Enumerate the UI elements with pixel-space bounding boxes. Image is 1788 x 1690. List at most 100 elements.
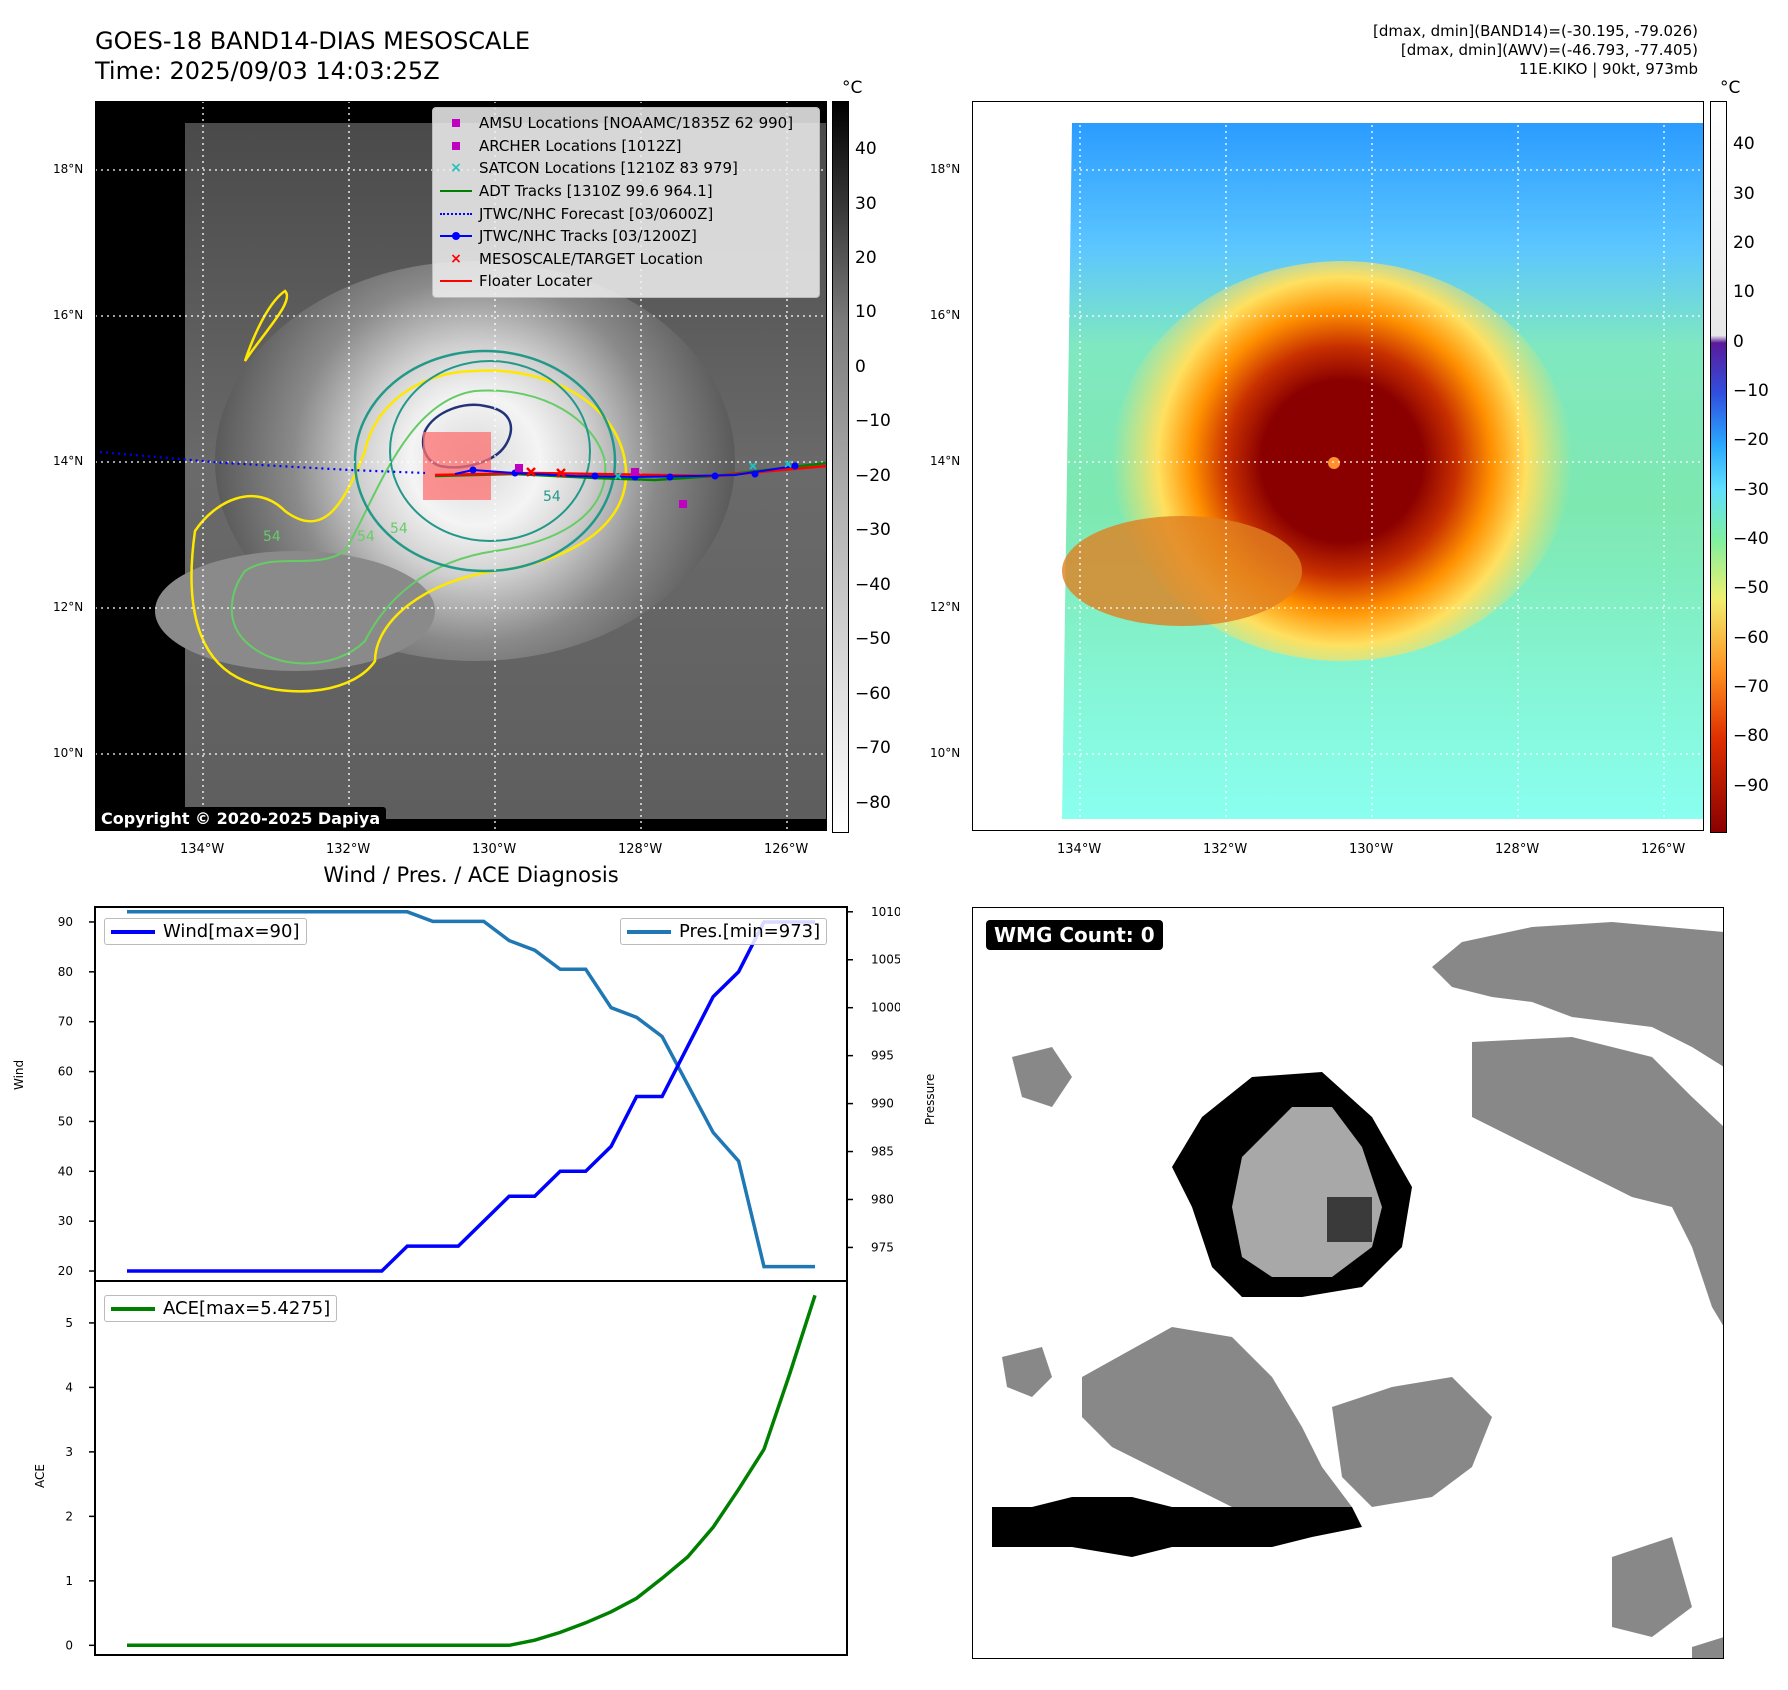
legend-label: ARCHER Locations [1012Z] — [479, 136, 682, 155]
ir-colorbar-tick: −60 — [855, 683, 891, 704]
ir-lat-label-18: 18°N — [53, 162, 84, 176]
map-legend-item: × MESOSCALE/TARGET Location — [433, 248, 819, 271]
awv-lon-label-126: 126°W — [1641, 842, 1686, 857]
awv-colorbar — [1710, 101, 1727, 833]
contour-yellow-outer — [190, 369, 628, 693]
awv-colorbar-tick: −40 — [1733, 528, 1769, 549]
contour-green — [230, 389, 607, 665]
map-legend-item: AMSU Locations [NOAAMC/1835Z 62 990] — [433, 112, 819, 135]
wind-tick-label: 20 — [58, 1264, 73, 1278]
ir-colorbar-tick: 0 — [855, 356, 866, 377]
ir-colorbar — [832, 101, 849, 833]
wind-axis-label: Wind — [12, 1059, 26, 1090]
awv-map-panel — [972, 101, 1704, 831]
awv-lon-label-128: 128°W — [1495, 842, 1540, 857]
awv-colorbar-tick: −80 — [1733, 726, 1769, 747]
ir-colorbar-tick: 40 — [855, 139, 877, 160]
ace-axis-label: ACE — [33, 1464, 47, 1488]
map-legend-item: Floater Locater — [433, 270, 819, 293]
wind-pressure-axes: 90 80 70 60 50 40 30 20 1010 1005 1000 995 990 985 980… — [58, 905, 900, 1282]
ace-tick-label: 3 — [65, 1445, 73, 1459]
title-line-1: GOES-18 BAND14-DIAS MESOSCALE — [95, 27, 531, 55]
wind-series-line — [127, 920, 815, 1273]
awv-colorbar-tick: −10 — [1733, 381, 1769, 401]
info-block: [dmax, dmin](BAND14)=(-30.195, -79.026) … — [1373, 22, 1698, 79]
legend-label: MESOSCALE/TARGET Location — [479, 249, 704, 268]
info-line-3: 11E.KIKO | 90kt, 973mb — [1519, 60, 1698, 78]
awv-lat-label-14: 14°N — [930, 454, 961, 468]
wind-tick-label: 80 — [58, 965, 73, 979]
pressure-tick-label: 980 — [871, 1192, 894, 1206]
ir-colorbar-tick: −70 — [855, 738, 891, 759]
legend-symbol — [433, 212, 479, 215]
legend-label: JTWC/NHC Tracks [03/1200Z] — [479, 227, 697, 246]
wind-tick-label: 60 — [58, 1065, 73, 1079]
ir-lat-label-12: 12°N — [53, 600, 84, 614]
best-track — [454, 465, 796, 479]
pressure-tick-label: 1005 — [871, 953, 900, 967]
ir-colorbar-unit: °C — [842, 78, 863, 98]
ace-tick-label: 4 — [65, 1380, 73, 1394]
legend-symbol — [433, 232, 479, 241]
ace-legend-swatch — [111, 1306, 155, 1311]
wmg-gray-regions — [1002, 922, 1724, 1659]
pressure-tick-label: 1010 — [871, 905, 900, 919]
ir-lat-label-14: 14°N — [53, 454, 84, 468]
awv-colorbar-tick: 20 — [1733, 233, 1755, 254]
ace-axes: 0 1 2 3 4 5 — [65, 1280, 848, 1656]
forecast-track — [99, 450, 426, 475]
ir-lat-label-16: 16°N — [53, 308, 84, 322]
wind-tick-label: 50 — [58, 1114, 73, 1128]
contour-yellow-band — [243, 289, 289, 362]
floater-target-box — [423, 432, 491, 500]
awv-gridlines — [972, 101, 1704, 831]
awv-colorbar-tick: −50 — [1733, 578, 1769, 599]
wmg-count-badge: WMG Count: 0 — [986, 920, 1163, 950]
ir-colorbar-tick: −40 — [855, 574, 891, 595]
awv-colorbar-tick: 40 — [1733, 134, 1755, 155]
ir-colorbar-tick: −10 — [855, 411, 891, 432]
awv-lon-label-134: 134°W — [1057, 842, 1102, 857]
ir-colorbar-tick: 30 — [855, 193, 877, 214]
map-legend-rows: AMSU Locations [NOAAMC/1835Z 62 990] ARCH… — [433, 112, 819, 293]
wmg-dark-core — [1327, 1197, 1372, 1242]
contour-teal — [353, 349, 617, 573]
map-legend-item: JTWC/NHC Tracks [03/1200Z] — [433, 225, 819, 248]
awv-colorbar-tick: −20 — [1733, 430, 1769, 451]
legend-symbol — [433, 119, 479, 128]
map-legend-item: ARCHER Locations [1012Z] — [433, 135, 819, 158]
awv-colorbar-unit: °C — [1720, 78, 1741, 98]
legend-label: JTWC/NHC Forecast [03/0600Z] — [479, 204, 714, 223]
diagnosis-chart: 9080706050403020101010051000995990985980… — [58, 905, 900, 1656]
ir-colorbar-tick: 20 — [855, 247, 877, 268]
wmg-panel — [972, 907, 1724, 1659]
figure-title: GOES-18 BAND14-DIAS MESOSCALE Time: 2025… — [95, 26, 530, 86]
wind-tick-label: 30 — [58, 1214, 73, 1228]
pressure-tick-label: 975 — [871, 1240, 894, 1254]
legend-label: Floater Locater — [479, 272, 593, 291]
contour-label-a: 54 — [390, 521, 408, 537]
legend-symbol — [433, 280, 479, 283]
pressure-tick-label: 1000 — [871, 1001, 900, 1015]
legend-symbol: × — [450, 160, 462, 177]
map-legend: AMSU Locations [NOAAMC/1835Z 62 990] ARCH… — [432, 107, 820, 298]
info-line-2: [dmax, dmin](AWV)=(-46.793, -77.405) — [1400, 41, 1698, 59]
map-legend-item: JTWC/NHC Forecast [03/0600Z] — [433, 202, 819, 225]
ir-lon-label-134: 134°W — [180, 842, 225, 857]
pressure-tick-label: 995 — [871, 1049, 894, 1063]
ir-colorbar-tick: −50 — [855, 629, 891, 650]
map-legend-item: × SATCON Locations [1210Z 83 979] — [433, 157, 819, 180]
legend-symbol — [433, 141, 479, 150]
ace-tick-label: 0 — [65, 1638, 73, 1652]
ir-colorbar-tick: −30 — [855, 520, 891, 541]
awv-lat-label-10: 10°N — [930, 746, 961, 760]
ace-tick-label: 2 — [65, 1509, 73, 1523]
storm-band — [155, 551, 435, 671]
legend-symbol — [433, 190, 479, 193]
awv-band — [1062, 516, 1302, 626]
pressure-tick-label: 990 — [871, 1097, 894, 1111]
awv-colorbar-tick: 0 — [1733, 331, 1744, 352]
legend-label: AMSU Locations [NOAAMC/1835Z 62 990] — [479, 114, 794, 133]
awv-lon-label-132: 132°W — [1203, 842, 1248, 857]
legend-label: SATCON Locations [1210Z 83 979] — [479, 159, 738, 178]
